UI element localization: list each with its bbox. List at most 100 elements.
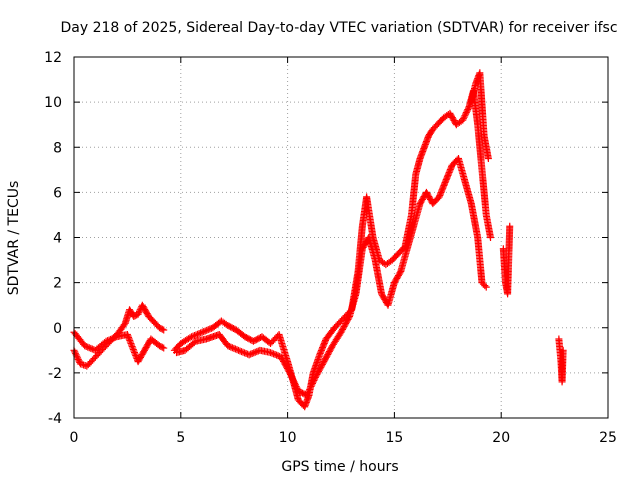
data-point — [111, 333, 119, 341]
data-point — [268, 349, 276, 357]
data-point — [484, 155, 492, 163]
data-point — [306, 384, 314, 392]
y-axis-label: SDTVAR / TECUs — [6, 181, 22, 296]
data-point — [192, 331, 200, 339]
data-point — [242, 350, 250, 358]
data-point — [224, 342, 232, 350]
data-points — [70, 69, 567, 411]
data-point — [74, 354, 82, 362]
data-point — [308, 381, 316, 389]
y-tick-label: -2 — [48, 366, 62, 382]
data-point — [227, 343, 235, 351]
data-point — [134, 310, 142, 318]
data-point — [239, 348, 247, 356]
data-point — [102, 337, 110, 345]
data-point — [110, 334, 118, 342]
data-point — [191, 331, 199, 339]
data-point — [286, 369, 294, 377]
data-point — [82, 342, 90, 350]
data-point — [195, 330, 203, 338]
data-point — [459, 116, 467, 124]
data-point — [274, 352, 282, 360]
y-tick-label: 8 — [53, 140, 62, 156]
data-point — [204, 326, 212, 334]
data-point — [73, 352, 81, 360]
data-point — [71, 349, 79, 357]
y-tick-label: 0 — [53, 321, 62, 337]
data-point — [289, 376, 297, 384]
data-point — [304, 390, 312, 398]
data-point — [104, 337, 112, 345]
y-tick-label: 4 — [53, 231, 62, 247]
grid-lines — [74, 57, 608, 418]
data-point — [289, 375, 297, 383]
data-point — [87, 344, 95, 352]
data-point — [107, 335, 115, 343]
data-point — [186, 334, 194, 342]
data-point — [290, 378, 298, 386]
data-point — [273, 351, 281, 359]
data-point — [158, 343, 166, 351]
data-point — [251, 348, 259, 356]
data-point — [245, 351, 253, 359]
data-point — [288, 373, 296, 381]
data-point — [461, 112, 469, 120]
data-point — [198, 328, 206, 336]
data-point — [481, 282, 489, 290]
data-point — [309, 378, 317, 386]
chart-title: Day 218 of 2025, Sidereal Day-to-day VTE… — [60, 20, 617, 36]
axis-ticks: 0 5 10 15 20 25 -4 -2 0 2 4 6 8 10 12 — [44, 50, 617, 446]
data-point — [253, 348, 261, 356]
data-point — [234, 346, 242, 354]
data-point — [506, 222, 514, 230]
data-point — [248, 350, 256, 358]
data-point — [459, 115, 467, 123]
data-point — [287, 372, 295, 380]
data-point — [90, 346, 98, 354]
data-point — [303, 391, 311, 399]
x-tick-label: 25 — [599, 430, 617, 446]
x-axis-label: GPS time / hours — [281, 459, 398, 475]
data-point — [460, 113, 468, 121]
data-point — [271, 351, 279, 359]
data-point — [293, 384, 301, 392]
data-point — [85, 344, 93, 352]
data-point — [328, 343, 336, 351]
data-point — [267, 349, 275, 357]
data-point — [559, 346, 567, 354]
data-point — [247, 350, 255, 358]
data-point — [160, 344, 168, 352]
data-point — [206, 325, 214, 333]
data-point — [305, 387, 313, 395]
data-point — [201, 327, 209, 335]
data-point — [187, 333, 195, 341]
data-point — [345, 314, 353, 322]
data-point — [291, 379, 299, 387]
data-point — [120, 321, 128, 329]
data-point — [250, 349, 258, 357]
data-point — [309, 379, 317, 387]
data-point — [200, 328, 208, 336]
data-point — [236, 347, 244, 355]
x-tick-label: 15 — [385, 430, 403, 446]
x-tick-label: 10 — [279, 430, 297, 446]
data-point — [135, 309, 143, 317]
data-point — [464, 104, 472, 112]
data-point — [105, 336, 113, 344]
x-tick-label: 5 — [176, 430, 185, 446]
data-point — [462, 109, 470, 117]
y-tick-label: 6 — [53, 185, 62, 201]
data-point — [482, 283, 490, 291]
data-point — [291, 381, 299, 389]
data-point — [241, 349, 249, 357]
x-tick-label: 20 — [492, 430, 510, 446]
data-point — [189, 332, 197, 340]
y-tick-label: 10 — [44, 95, 62, 111]
data-point — [160, 326, 168, 334]
data-point — [158, 325, 166, 333]
data-point — [197, 329, 205, 337]
data-point — [270, 350, 278, 358]
data-point — [190, 339, 198, 347]
data-point — [462, 110, 470, 118]
